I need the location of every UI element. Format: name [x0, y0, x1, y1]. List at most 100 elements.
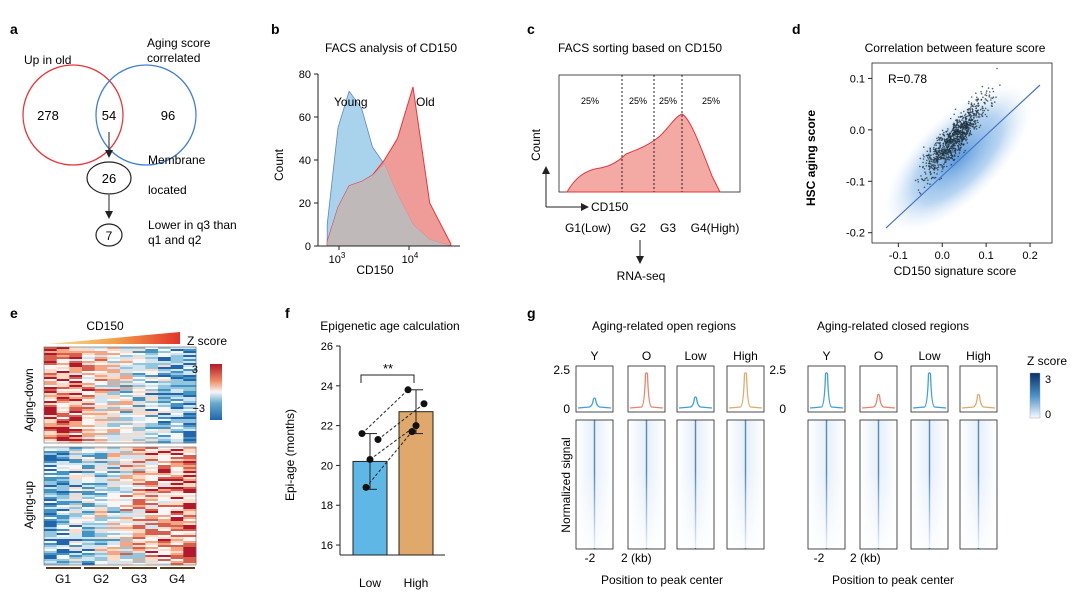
heatmap-cell — [132, 531, 146, 534]
heatmap-cell — [94, 499, 108, 502]
epi-cat-low: Low — [359, 576, 381, 590]
heatmap-cell — [158, 415, 171, 418]
heatmap-cell — [69, 557, 83, 560]
heatmap-cell — [56, 473, 70, 476]
scatter-point — [972, 122, 974, 125]
heatmap-cell — [170, 549, 184, 552]
heatmap-cell — [82, 363, 95, 366]
heatmap-cell — [82, 485, 95, 488]
scatter-point — [938, 150, 940, 153]
heatmap-cell — [158, 487, 171, 490]
scatter-point — [961, 126, 963, 129]
scatter-point — [953, 126, 955, 129]
heatmap-cell — [145, 369, 159, 372]
heatmap-cell — [145, 473, 159, 476]
scatter-xtick-label: 0.1 — [978, 250, 993, 262]
scatter-point — [963, 151, 965, 154]
heatmap-cell — [107, 475, 121, 478]
heatmap-cell — [158, 497, 171, 500]
heatmap-cell — [183, 387, 197, 390]
heatmap-cell — [107, 423, 121, 426]
heatmap-cell — [145, 493, 159, 496]
heatmap-cell — [94, 553, 108, 556]
heatmap-cell — [120, 465, 133, 468]
heatmap-cell — [120, 521, 133, 524]
heatmap-cell — [120, 489, 133, 492]
heatmap-cell — [158, 437, 171, 440]
heatmap-cell — [120, 397, 133, 400]
scatter-point — [949, 140, 951, 142]
heatmap-cell — [170, 355, 184, 358]
heatmap-cell — [170, 425, 184, 428]
scatter-point — [920, 175, 922, 177]
heatmap-cell — [82, 513, 95, 516]
heatmap-cell — [145, 385, 159, 388]
heatmap-cell — [56, 367, 70, 370]
heatmap-cell — [183, 359, 197, 362]
heatmap-cell — [94, 441, 108, 444]
heatmap-cell — [145, 529, 159, 532]
heatmap-cell — [69, 405, 83, 408]
heatmap-cell — [183, 455, 197, 458]
scatter-point — [973, 116, 975, 119]
panel-g-letter: g — [527, 305, 536, 321]
heatmap-cell — [107, 563, 121, 566]
heatmap-cell — [145, 389, 159, 392]
scatter-point — [980, 113, 982, 116]
scatter-point — [954, 140, 957, 142]
heatmap-cell — [44, 435, 57, 438]
heatmap-cell — [44, 389, 57, 392]
heatmap-cell — [69, 505, 83, 508]
heatmap-cell — [56, 385, 70, 388]
heatmap-cell — [82, 459, 95, 462]
scatter-point — [933, 160, 936, 162]
heatmap-cell — [44, 561, 57, 564]
epi-point-high — [404, 386, 412, 394]
heatmap-cell — [44, 485, 57, 488]
heatmap-cell — [94, 561, 108, 564]
scatter-point — [977, 99, 979, 101]
profile-closed-xtick-left: -2 — [814, 551, 825, 565]
scatter-point — [930, 163, 932, 165]
heatmap-cell — [44, 459, 57, 462]
scatter-point — [964, 133, 966, 135]
heatmap-cell — [94, 407, 108, 410]
profile-open-heatmap-fade — [629, 471, 664, 548]
scatter-point — [948, 143, 950, 146]
heatmap-cell — [107, 507, 121, 510]
heatmap-cell — [132, 427, 146, 430]
scatter-point — [950, 157, 952, 159]
heatmap-cell — [94, 455, 108, 458]
heatmap-cell — [56, 475, 70, 478]
heatmap-cell — [120, 535, 133, 538]
heatmap-cell — [44, 541, 57, 544]
heatmap-cell — [183, 477, 197, 480]
heatmap-cell — [44, 493, 57, 496]
heatmap-cell — [94, 413, 108, 416]
heatmap-cell — [69, 545, 83, 548]
scatter-point — [954, 155, 956, 157]
heatmap-cell — [145, 533, 159, 536]
scatter-point — [975, 107, 978, 109]
heatmap-cell — [56, 547, 70, 550]
heatmap-cell — [82, 473, 95, 476]
scatter-xticks: -0.1 0.0 0.1 0.2 — [889, 243, 1038, 262]
epi-ytick-label: 24 — [321, 381, 333, 393]
scatter-point — [962, 138, 965, 141]
heatmap-group-4: G4 — [169, 572, 185, 586]
scatter-point — [938, 158, 940, 161]
scatter-point — [933, 152, 936, 155]
profile-closed-curve — [809, 372, 844, 409]
heatmap-cell — [56, 413, 70, 416]
scatter-point — [945, 130, 947, 133]
heatmap-cell — [44, 453, 57, 456]
heatmap-cell — [120, 409, 133, 412]
heatmap-cell — [107, 367, 121, 370]
heatmap-cell — [120, 437, 133, 440]
scatter-point — [954, 141, 957, 144]
heatmap-cell — [120, 439, 133, 442]
heatmap-cell — [94, 427, 108, 430]
heatmap-cell — [107, 481, 121, 484]
heatmap-cell — [132, 499, 146, 502]
